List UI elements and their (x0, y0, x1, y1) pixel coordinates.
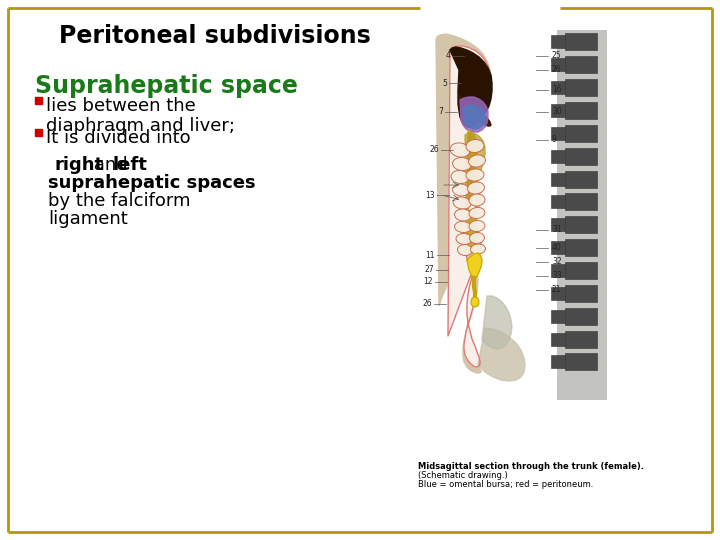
Bar (551, 355, 565, 368)
Polygon shape (448, 46, 491, 367)
Bar (551, 127, 565, 140)
Bar (565, 171, 597, 188)
Text: 40: 40 (552, 244, 562, 253)
Bar (551, 287, 565, 300)
Bar (565, 125, 597, 142)
Text: It is divided into: It is divided into (46, 129, 191, 147)
Ellipse shape (469, 233, 485, 244)
Text: suprahepatic spaces: suprahepatic spaces (48, 174, 256, 192)
Text: Blue = omental bursa; red = peritoneum.: Blue = omental bursa; red = peritoneum. (418, 480, 593, 489)
Text: 11: 11 (426, 251, 435, 260)
Text: 33: 33 (552, 272, 562, 280)
Text: 4: 4 (445, 51, 450, 60)
Bar (565, 262, 597, 279)
Bar (551, 218, 565, 231)
Bar (551, 195, 565, 208)
Text: diaphragm and liver;: diaphragm and liver; (46, 117, 235, 135)
Polygon shape (463, 105, 485, 129)
Text: 16: 16 (552, 85, 562, 94)
Bar (551, 241, 565, 254)
Bar (551, 333, 565, 346)
Ellipse shape (469, 220, 485, 232)
Text: 31: 31 (552, 226, 562, 234)
Bar (35, 129, 42, 136)
Polygon shape (467, 130, 477, 240)
Polygon shape (467, 210, 478, 253)
Bar (565, 353, 597, 370)
Bar (551, 104, 565, 117)
Polygon shape (478, 328, 525, 381)
Ellipse shape (451, 171, 469, 184)
Text: Peritoneal subdivisions: Peritoneal subdivisions (59, 24, 371, 48)
Text: 5: 5 (442, 78, 447, 87)
Text: by the falciform: by the falciform (48, 192, 191, 210)
Text: 21: 21 (552, 286, 562, 294)
Ellipse shape (450, 143, 470, 157)
Bar (551, 150, 565, 163)
Polygon shape (460, 97, 488, 132)
Text: 9: 9 (552, 136, 557, 145)
Ellipse shape (470, 244, 485, 254)
Bar (557, 30, 607, 400)
Bar (551, 35, 565, 48)
Bar (565, 79, 597, 96)
Bar (551, 173, 565, 186)
Text: 26: 26 (552, 65, 562, 75)
Text: 32: 32 (552, 258, 562, 267)
Ellipse shape (457, 245, 472, 255)
Bar (565, 331, 597, 348)
Ellipse shape (469, 194, 485, 206)
Text: 26: 26 (429, 145, 439, 154)
Bar (565, 216, 597, 233)
Text: 13: 13 (426, 191, 435, 199)
Ellipse shape (466, 169, 484, 181)
Bar (551, 81, 565, 94)
Polygon shape (465, 133, 485, 212)
Polygon shape (436, 34, 491, 373)
Bar (551, 264, 565, 277)
Bar (565, 193, 597, 210)
Text: left: left (112, 156, 147, 174)
Bar (565, 239, 597, 256)
Bar (565, 56, 597, 73)
Text: 25: 25 (552, 51, 562, 60)
Text: Midsagittal section through the trunk (female).: Midsagittal section through the trunk (f… (418, 462, 644, 471)
Polygon shape (450, 47, 492, 127)
Bar (565, 308, 597, 325)
Polygon shape (459, 95, 491, 126)
Bar (415, 32, 710, 510)
Bar (551, 58, 565, 71)
Ellipse shape (454, 221, 472, 233)
Ellipse shape (452, 158, 472, 171)
Text: 26: 26 (423, 300, 432, 308)
Bar (565, 102, 597, 119)
Ellipse shape (453, 197, 471, 209)
Ellipse shape (469, 207, 485, 219)
Text: and: and (88, 156, 133, 174)
Text: 12: 12 (423, 278, 433, 287)
Ellipse shape (456, 233, 472, 245)
Text: lies between the: lies between the (46, 97, 196, 115)
Ellipse shape (454, 209, 472, 221)
Text: 30: 30 (552, 107, 562, 117)
Bar (35, 97, 42, 104)
Bar (565, 33, 597, 50)
Polygon shape (467, 253, 482, 278)
Text: 7: 7 (438, 107, 443, 117)
Bar (565, 148, 597, 165)
Ellipse shape (471, 297, 479, 307)
Ellipse shape (467, 182, 485, 194)
Polygon shape (482, 296, 512, 349)
Ellipse shape (466, 139, 484, 152)
Text: (Schematic drawing.): (Schematic drawing.) (418, 471, 508, 480)
Ellipse shape (469, 155, 485, 167)
Text: Suprahepatic space: Suprahepatic space (35, 74, 298, 98)
Bar (551, 310, 565, 323)
Text: ligament: ligament (48, 210, 127, 228)
Bar (565, 285, 597, 302)
Text: right: right (54, 156, 103, 174)
Text: 27: 27 (424, 266, 434, 274)
Ellipse shape (452, 184, 469, 196)
